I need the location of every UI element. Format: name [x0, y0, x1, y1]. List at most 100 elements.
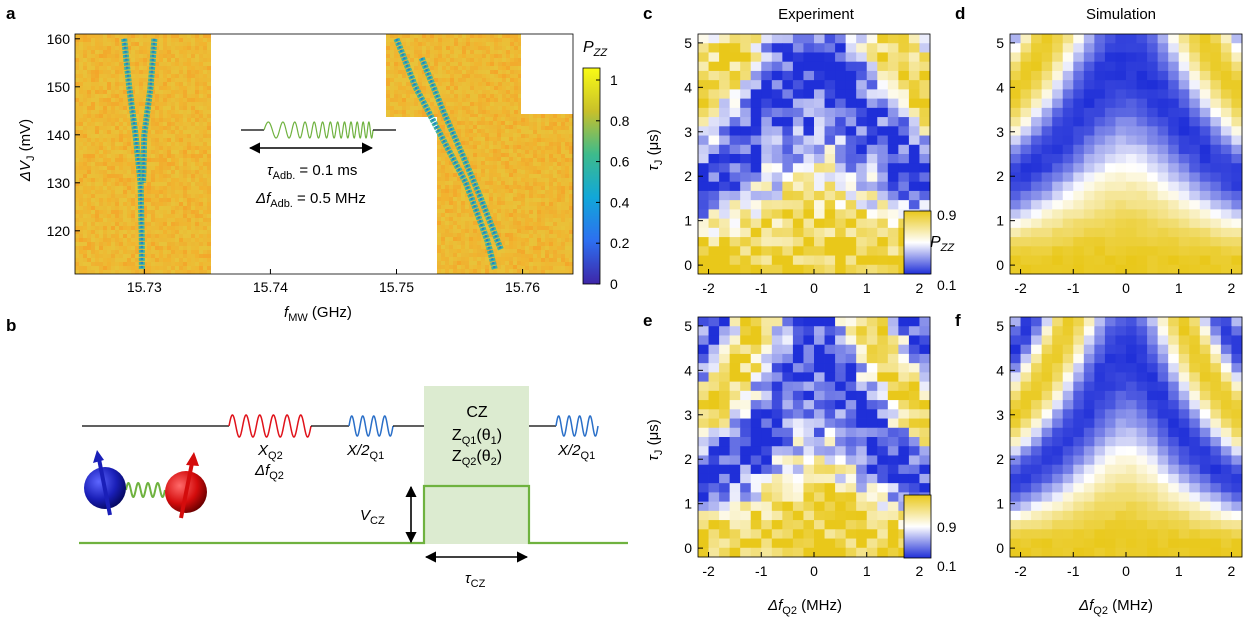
- panel-a-pixel: [529, 138, 533, 142]
- panel-a-pixel: [179, 262, 183, 266]
- panel-a-pixel: [438, 90, 442, 94]
- panel-a-pixel: [533, 154, 537, 158]
- panel-a-pixel: [445, 209, 449, 213]
- panel-a-pixel: [462, 38, 466, 42]
- panel-a-pixel: [91, 254, 95, 258]
- panel-a-pixel: [453, 185, 457, 189]
- panel-a-pixel: [115, 150, 119, 154]
- panel-a-pixel: [506, 58, 510, 62]
- panel-a-pixel: [453, 269, 457, 273]
- panel-a-pixel: [386, 110, 390, 114]
- panel-a-pixel: [501, 137, 505, 141]
- panel-a-pixel: [199, 114, 203, 118]
- panel-a-pixel: [143, 262, 147, 266]
- panel-a-pixel: [537, 226, 541, 230]
- panel-a-pixel: [195, 142, 199, 146]
- panel-a-pixel: [509, 229, 513, 233]
- panel-a-pixel: [95, 54, 99, 58]
- panel-a-pixel: [155, 154, 159, 158]
- heatmap-cell: [887, 70, 899, 81]
- panel-a-pixel: [91, 214, 95, 218]
- panel-a-pixel: [474, 58, 478, 62]
- panel-a-pixel: [474, 74, 478, 78]
- heatmap-cell: [898, 107, 910, 118]
- panel-a-pixel: [155, 94, 159, 98]
- panel-a-pixel: [489, 265, 493, 269]
- panel-a-pixel: [199, 198, 203, 202]
- panel-a-pixel: [441, 189, 445, 193]
- panel-a-pixel: [465, 197, 469, 201]
- panel-a-pixel: [115, 46, 119, 50]
- panel-a-pixel: [135, 242, 139, 246]
- panel-a-pixel: [513, 129, 517, 133]
- panel-a-pixel: [497, 149, 501, 153]
- panel-a-ytick: 130: [47, 175, 71, 191]
- panel-a-pixel: [537, 218, 541, 222]
- panel-a-pixel: [473, 117, 477, 121]
- panel-a-pixel: [501, 225, 505, 229]
- panel-a-pixel: [191, 46, 195, 50]
- panel-a-pixel: [175, 166, 179, 170]
- panel-a-pixel: [167, 90, 171, 94]
- panel-a-pixel: [151, 258, 155, 262]
- panel-a-pixel: [545, 150, 549, 154]
- panel-a-pixel: [561, 142, 565, 146]
- panel-a-pixel: [525, 198, 529, 202]
- panel-a-pixel: [513, 221, 517, 225]
- panel-a-pixel: [465, 245, 469, 249]
- panel-a-pixel: [505, 269, 509, 273]
- panel-a-pixel: [481, 137, 485, 141]
- panel-a-pixel: [207, 246, 211, 250]
- panel-a-pixel: [171, 138, 175, 142]
- panel-a-pixel: [187, 266, 191, 270]
- heatmap-cell: [792, 61, 804, 72]
- panel-a-pixel: [95, 42, 99, 46]
- panel-a-pixel: [155, 206, 159, 210]
- panel-a-pixel: [474, 114, 478, 117]
- panel-a-pixel: [489, 213, 493, 217]
- panel-a-pixel: [163, 198, 167, 202]
- panel-a-pixel: [473, 173, 477, 177]
- heatmap-cell: [803, 52, 815, 63]
- panel-a-pixel: [465, 221, 469, 225]
- panel-a-pixel: [485, 229, 489, 233]
- panel-a-pixel: [529, 234, 533, 238]
- panel-a-pixel: [402, 114, 406, 117]
- panel-a-pixel: [453, 169, 457, 173]
- panel-a-pixel: [87, 54, 91, 58]
- panel-a-pixel: [159, 210, 163, 214]
- panel-a-pixel: [422, 90, 426, 94]
- panel-a-pixel: [163, 130, 167, 134]
- panel-a-pixel: [453, 197, 457, 201]
- panel-a-pixel: [155, 62, 159, 66]
- heatmap-cell: [824, 52, 836, 63]
- panel-a-pixel: [486, 54, 490, 58]
- panel-a-pixel: [167, 82, 171, 86]
- panel-a-pixel: [473, 233, 477, 237]
- panel-a-pixel: [79, 154, 83, 158]
- heatmap-cell: [761, 34, 773, 44]
- panel-a-pixel: [167, 46, 171, 50]
- panel-a-pixel: [561, 230, 565, 234]
- panel-a-pixel: [95, 234, 99, 238]
- panel-a-pixel: [83, 230, 87, 234]
- panel-a-pixel: [462, 74, 466, 78]
- panel-a-pixel: [131, 206, 135, 210]
- panel-a-pixel: [466, 34, 470, 38]
- heatmap-cell: [708, 61, 720, 72]
- panel-a-pixel: [461, 173, 465, 177]
- panel-a-pixel: [111, 194, 115, 198]
- panel-a-pixel: [449, 213, 453, 217]
- panel-a-pixel: [442, 50, 446, 54]
- heatmap-cell: [835, 89, 847, 100]
- panel-a-pixel: [549, 262, 553, 266]
- panel-a-pixel: [171, 186, 175, 190]
- panel-a-pixel: [199, 270, 203, 274]
- panel-a-pixel: [95, 226, 99, 230]
- panel-a-pixel: [175, 38, 179, 42]
- panel-a-pixel: [477, 181, 481, 185]
- panel-a-pixel: [119, 246, 123, 250]
- panel-a-pixel: [95, 110, 99, 114]
- panel-a-pixel: [199, 74, 203, 78]
- panel-a-pixel: [469, 181, 473, 185]
